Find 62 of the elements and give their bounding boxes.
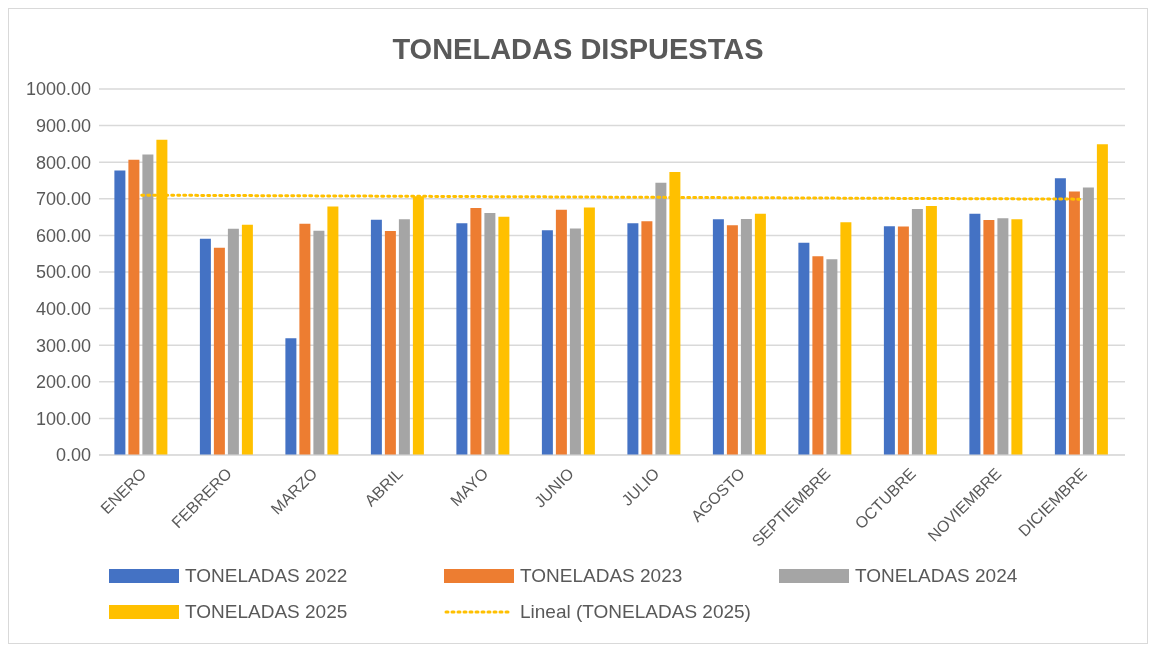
bar — [285, 338, 297, 455]
bar — [798, 242, 810, 455]
bar — [840, 222, 852, 455]
bar — [627, 223, 639, 455]
bar — [712, 219, 724, 455]
legend-label: TONELADAS 2024 — [855, 565, 1018, 587]
bar — [997, 218, 1009, 455]
bar — [812, 256, 824, 455]
bar — [128, 159, 140, 455]
bar — [241, 224, 253, 455]
bar — [456, 223, 468, 455]
bar — [883, 226, 895, 455]
y-tick-label: 500.00 — [35, 262, 91, 283]
bar — [555, 209, 567, 455]
y-tick-label: 300.00 — [35, 335, 91, 356]
bar — [398, 219, 410, 455]
bar — [541, 230, 553, 455]
y-tick-label: 100.00 — [35, 408, 91, 429]
bar — [142, 154, 154, 455]
bar — [897, 226, 909, 455]
bar — [299, 223, 311, 455]
bar — [1082, 187, 1094, 455]
bar — [498, 216, 510, 455]
legend-label: TONELADAS 2022 — [185, 565, 348, 587]
bar — [641, 221, 653, 455]
bar — [227, 228, 239, 455]
y-tick-label: 400.00 — [35, 298, 91, 319]
bar — [313, 230, 325, 455]
bar — [199, 238, 211, 455]
bar — [1096, 144, 1108, 455]
bar — [754, 213, 766, 455]
bar — [114, 170, 126, 455]
bar — [911, 209, 923, 455]
legend-label: Lineal (TONELADAS 2025) — [520, 601, 751, 623]
bar — [484, 213, 496, 455]
bar — [1054, 178, 1066, 455]
y-tick-label: 200.00 — [35, 372, 91, 393]
legend-label: TONELADAS 2025 — [185, 601, 348, 623]
bar — [569, 228, 581, 455]
bar — [655, 182, 667, 455]
legend-label: TONELADAS 2023 — [520, 565, 683, 587]
bar — [740, 218, 752, 455]
bar — [969, 213, 981, 455]
bar — [470, 207, 482, 455]
bar — [583, 207, 595, 455]
chart-title: TONELADAS DISPUESTAS — [391, 33, 765, 67]
bar — [370, 219, 382, 455]
y-tick-label: 800.00 — [35, 152, 91, 173]
bar — [213, 247, 225, 455]
y-tick-label: 0.00 — [55, 445, 91, 466]
bar — [925, 206, 937, 455]
y-tick-label: 600.00 — [35, 225, 91, 246]
bar — [1068, 191, 1080, 455]
y-tick-label: 900.00 — [35, 115, 91, 136]
bar — [983, 220, 995, 455]
bar — [726, 225, 738, 455]
y-tick-label: 1000.00 — [25, 79, 91, 100]
bar — [327, 206, 339, 455]
y-tick-label: 700.00 — [35, 189, 91, 210]
bar — [1011, 219, 1023, 455]
bar — [826, 259, 838, 455]
bar — [384, 231, 396, 455]
